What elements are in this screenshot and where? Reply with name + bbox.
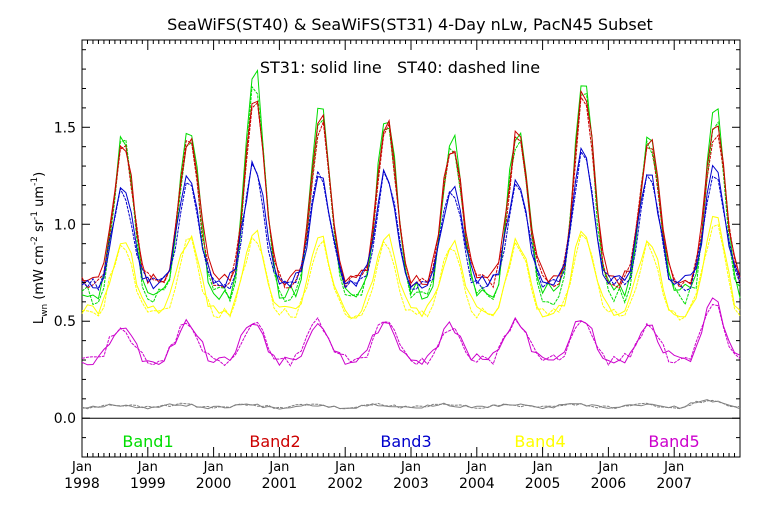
x-tick-label-year: 2002 <box>327 476 363 492</box>
legend-entry-band3: Band3 <box>380 432 431 451</box>
x-tick-label-month: Jan <box>400 460 421 475</box>
series-line-st40-1 <box>81 85 741 306</box>
series-lines <box>81 68 741 410</box>
x-tick-label-year: 2001 <box>262 476 298 492</box>
legend-entry-band2: Band2 <box>249 432 300 451</box>
y-label-units-mid1: sr <box>32 219 47 236</box>
legend-entry-band1: Band1 <box>122 432 173 451</box>
y-tick-label: 1.0 <box>54 217 76 233</box>
x-tick-label-month: Jan <box>203 460 224 475</box>
y-label-exp1: -2 <box>30 236 40 245</box>
x-tick-label-year: 2005 <box>525 476 561 492</box>
y-label-base: L <box>32 316 47 324</box>
x-tick-label-month: Jan <box>137 460 158 475</box>
x-tick-label-year: 1999 <box>130 476 166 492</box>
x-tick-label-year: 1998 <box>64 476 100 492</box>
x-tick-label-month: Jan <box>663 460 684 475</box>
series-line-st40-5 <box>81 303 741 367</box>
series-line-st31-4 <box>81 215 741 319</box>
series-line-st31-3 <box>81 146 741 290</box>
y-axis-label: Lwn (mW cm-2 sr-1 um-1) <box>30 172 50 324</box>
y-axis: 0.0 0.5 1.0 1.5 <box>54 49 740 458</box>
plot-frame <box>81 39 741 458</box>
x-tick-label-month: Jan <box>334 460 355 475</box>
series-line-st40-4 <box>81 224 741 321</box>
series-line-st31-1 <box>81 68 741 301</box>
x-tick-label-month: Jan <box>268 460 289 475</box>
y-tick-label: 0.0 <box>54 411 76 427</box>
x-tick-label-month: Jan <box>71 460 92 475</box>
x-tick-label-year: 2000 <box>196 476 232 492</box>
x-tick-label-month: Jan <box>597 460 618 475</box>
x-tick-label-year: 2003 <box>393 476 429 492</box>
y-label-exp2: -1 <box>30 211 40 220</box>
x-tick-label-year: 2006 <box>591 476 627 492</box>
chart-title: SeaWiFS(ST40) & SeaWiFS(ST31) 4-Day nLw,… <box>167 15 653 34</box>
series-line-st40-6 <box>81 399 741 410</box>
y-label-units-open: (mW cm <box>32 245 47 304</box>
y-label-units-mid2: um <box>32 186 47 211</box>
y-label-exp3: -1 <box>30 177 40 186</box>
y-label-subscript: wn <box>40 304 50 317</box>
legend-entry-band4: Band4 <box>514 432 565 451</box>
x-axis: Jan1998Jan1999Jan2000Jan2001Jan2002Jan20… <box>64 40 736 492</box>
x-tick-label-year: 2007 <box>656 476 692 492</box>
y-tick-label: 0.5 <box>54 314 76 330</box>
series-line-st40-3 <box>81 150 741 292</box>
legend: Band1 Band2 Band3 Band4 Band5 <box>122 432 699 451</box>
legend-entry-band5: Band5 <box>648 432 699 451</box>
x-tick-label-year: 2004 <box>459 476 495 492</box>
y-label-units-close: ) <box>32 172 47 177</box>
y-tick-label: 1.5 <box>54 120 76 136</box>
x-tick-label-month: Jan <box>466 460 487 475</box>
series-line-st31-6 <box>81 399 741 410</box>
x-tick-label-month: Jan <box>532 460 553 475</box>
line-style-annotation: ST31: solid line ST40: dashed line <box>260 58 540 77</box>
